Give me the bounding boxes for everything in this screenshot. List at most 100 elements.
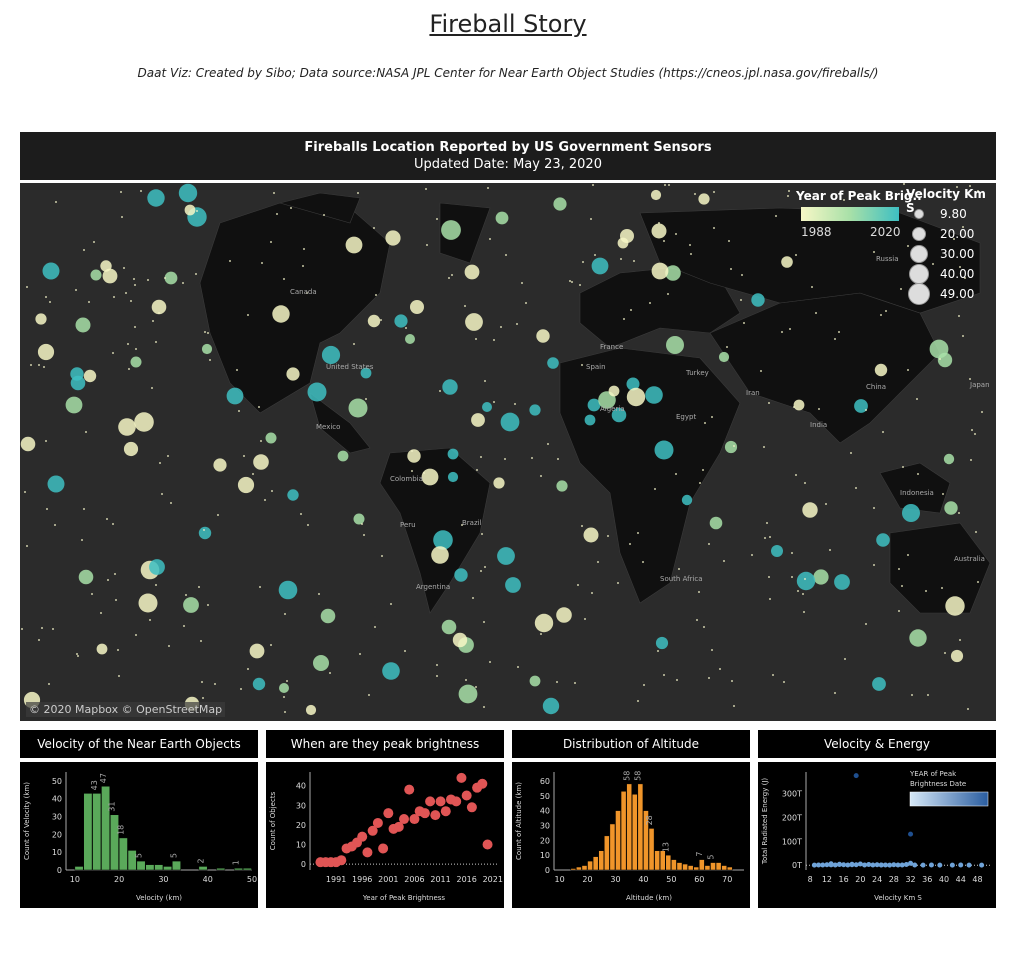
fireball-marker-small (769, 598, 771, 600)
data-point (908, 860, 914, 866)
fireball-marker-small (591, 592, 593, 594)
fireball-marker (147, 189, 165, 207)
fireball-marker (118, 418, 136, 436)
histogram-bar (154, 864, 164, 871)
y-tick-label: 10 (296, 841, 306, 850)
fireball-marker-small (483, 621, 485, 623)
histogram-bar (127, 850, 137, 871)
fireball-map[interactable]: Canada United States Mexico Colombia Peru Bra… (20, 183, 996, 721)
fireball-marker-small (48, 683, 50, 685)
data-point (430, 810, 441, 821)
data-point (928, 862, 934, 868)
data-point (874, 862, 880, 868)
fireball-marker (265, 432, 277, 444)
data-point (849, 862, 855, 868)
fireball-marker (183, 597, 199, 613)
landmass (439, 202, 491, 264)
fireball-marker-small (489, 661, 491, 663)
histogram-bar (110, 814, 119, 871)
data-point (853, 862, 859, 868)
data-point (862, 862, 868, 868)
fireball-marker (442, 379, 458, 395)
bar-data-label: 1 (232, 860, 241, 865)
fireball-marker-small (663, 240, 665, 242)
altitude-histogram[interactable]: 10 20 30 40 50 60 70 0 10 20 30 40 50 60 Altitude (km)… (512, 762, 750, 908)
fireball-marker-small (642, 561, 644, 563)
fireball-marker (529, 404, 541, 416)
fireball-marker-small (643, 684, 645, 686)
fireball-marker-small (766, 522, 768, 524)
fireball-marker (90, 269, 102, 281)
fireball-marker-small (925, 590, 927, 592)
velocity-histogram[interactable]: 10 20 30 40 50 0 10 20 30 40 50 Velocity (km) Count … (20, 762, 258, 908)
x-tick-label: 2006 (404, 875, 424, 884)
fireball-marker-small (569, 280, 571, 282)
data-point (378, 843, 389, 854)
map-attribution[interactable]: © 2020 Mapbox © OpenStreetMap (26, 702, 226, 717)
histogram-bar (172, 860, 181, 871)
fireball-marker (587, 398, 601, 412)
data-point (887, 862, 893, 868)
histogram-bar (581, 865, 588, 871)
fireball-marker (471, 413, 485, 427)
fireball-marker-small (815, 312, 817, 314)
data-point (966, 862, 972, 868)
fireball-marker (149, 559, 165, 575)
fireball-marker-small (405, 327, 407, 329)
fireball-marker (608, 385, 620, 397)
bar-data-label: 5 (134, 853, 143, 858)
legend-size-dot (914, 209, 924, 219)
fireball-marker-small (480, 570, 482, 572)
fireball-marker-small (21, 628, 23, 630)
fireball-marker-small (969, 378, 971, 380)
fireball-marker-small (196, 210, 198, 212)
x-tick-label: 40 (638, 875, 648, 884)
fireball-marker-small (751, 554, 753, 556)
fireball-marker-small (374, 626, 376, 628)
fireball-marker-small (517, 666, 519, 668)
map-header: Fireballs Location Reported by US Govern… (20, 132, 996, 180)
histogram-bar (234, 867, 243, 871)
data-point (958, 862, 964, 868)
fireball-marker (252, 677, 266, 691)
histogram-bar (626, 783, 632, 871)
fireball-marker-small (743, 322, 745, 324)
country-label: Russia (876, 255, 899, 263)
legend-year-gradient (801, 207, 899, 221)
page-title: Fireball Story (429, 10, 587, 38)
fireball-marker (253, 454, 269, 470)
histogram-bar (654, 850, 660, 871)
x-tick-label: 12 (822, 875, 832, 884)
map-canvas[interactable] (20, 183, 996, 721)
fireball-marker-small (120, 191, 122, 193)
histogram-bar (693, 866, 700, 871)
fireball-marker (718, 351, 730, 363)
fireball-marker (909, 629, 927, 647)
fireball-marker (529, 675, 541, 687)
x-tick-label: 10 (554, 875, 564, 884)
fireball-marker-small (77, 655, 79, 657)
fireball-marker-small (795, 254, 797, 256)
fireball-marker (313, 655, 329, 671)
fireball-marker-small (733, 705, 735, 707)
brightness-scatter[interactable]: 1991 1996 2001 2006 2011 2016 2021 0 10 20 30 40 Yea… (266, 762, 504, 908)
fireball-marker-small (941, 587, 943, 589)
fireball-marker-small (676, 679, 678, 681)
data-point (841, 862, 847, 868)
fireball-marker-small (270, 241, 272, 243)
fireball-marker-small (594, 254, 596, 256)
fireball-marker-small (481, 533, 483, 535)
fireball-marker-small (971, 429, 973, 431)
country-label: Turkey (686, 369, 709, 377)
fireball-marker (454, 568, 468, 582)
x-tick-label: 1991 (326, 875, 346, 884)
fireball-marker-small (476, 469, 478, 471)
fireball-marker (617, 237, 629, 249)
energy-scatter[interactable]: 8 12 16 20 24 28 32 36 40 44 48 0T 100T 200T 300T Veloc… (758, 762, 996, 908)
fireball-marker (138, 593, 158, 613)
fireball-marker-small (411, 450, 413, 452)
fireball-marker-small (76, 653, 78, 655)
data-point (435, 796, 446, 807)
fireball-marker-small (592, 184, 594, 186)
fireball-marker (872, 677, 886, 691)
